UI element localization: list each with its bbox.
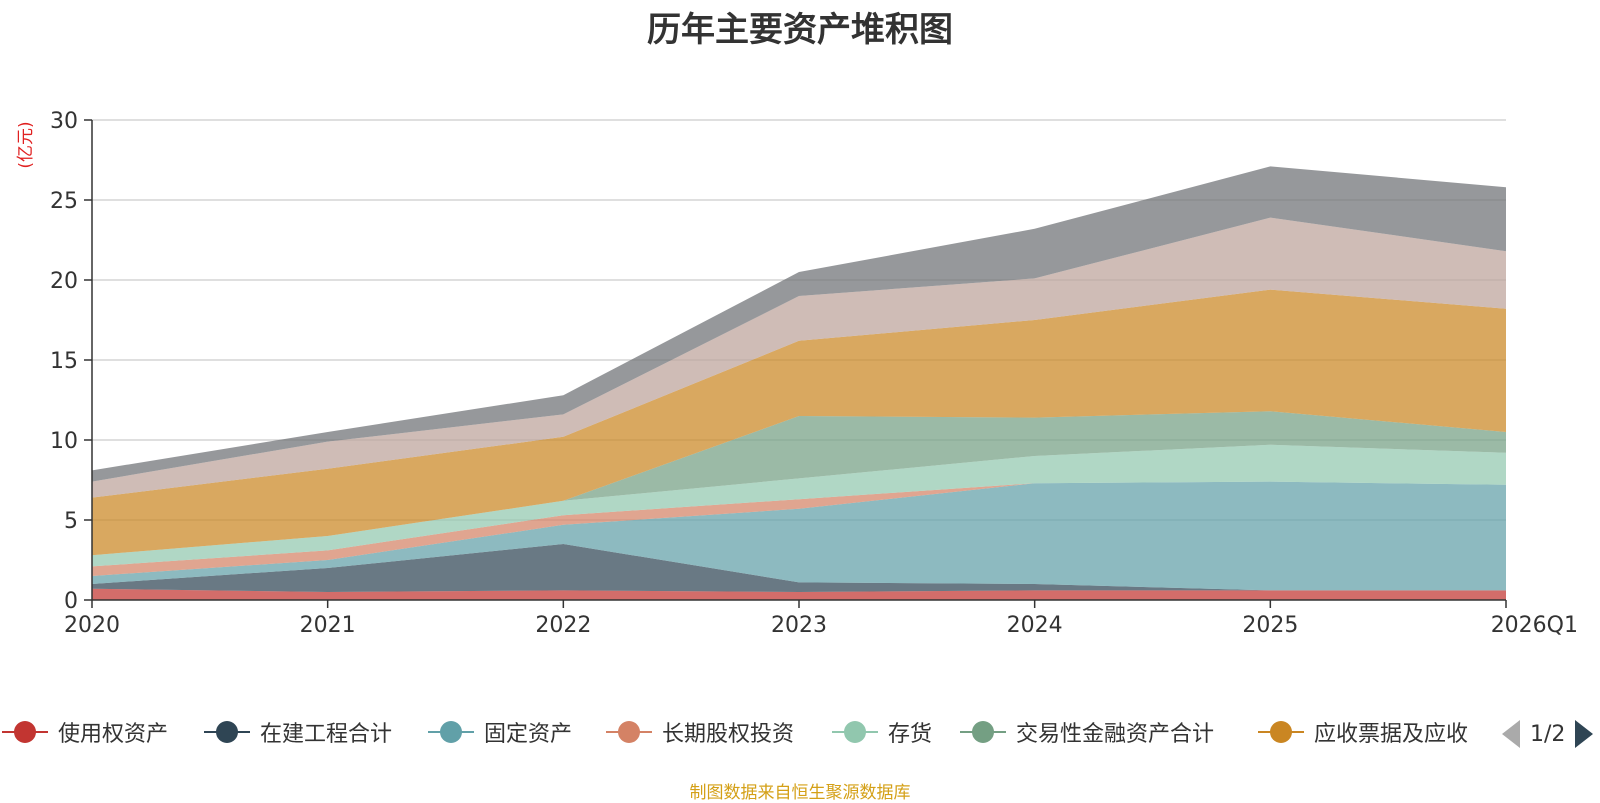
- x-tick-label: 2024: [1007, 613, 1063, 638]
- legend-label: 固定资产: [484, 722, 573, 747]
- legend-item[interactable]: 存货: [830, 712, 932, 752]
- legend-marker-icon: [606, 721, 652, 743]
- legend-item[interactable]: 应收票据及应收: [1256, 712, 1468, 752]
- legend-marker-icon: [428, 721, 474, 743]
- legend-prev-page-icon[interactable]: [1500, 718, 1522, 750]
- area-series[interactable]: [92, 217, 1506, 498]
- y-tick-label: 20: [50, 269, 78, 294]
- legend-label: 应收票据及应收: [1314, 722, 1469, 747]
- legend-item[interactable]: 交易性金融资产合计: [958, 712, 1214, 752]
- y-axis-unit-label: (亿元): [16, 121, 36, 168]
- legend-label: 存货: [888, 722, 933, 747]
- area-series[interactable]: [92, 588, 1506, 600]
- area-series[interactable]: [92, 289, 1506, 556]
- area-series[interactable]: [92, 444, 1506, 567]
- area-series[interactable]: [92, 481, 1506, 576]
- x-tick-label: 2025: [1242, 613, 1298, 638]
- legend-label: 在建工程合计: [260, 722, 393, 747]
- x-tick-label: 2022: [535, 613, 591, 638]
- legend-next-page-icon[interactable]: [1573, 718, 1595, 750]
- legend: 使用权资产 在建工程合计 固定资产 长期股权投资 存货 交易性金融资产合计 应收票据及应收: [0, 712, 1600, 752]
- legend-item[interactable]: 使用权资产: [0, 712, 168, 752]
- x-tick-label: 2023: [771, 613, 827, 638]
- legend-marker-icon: [1258, 721, 1304, 743]
- y-tick-label: 15: [50, 349, 78, 374]
- x-tick-label: 2026Q1: [1491, 613, 1578, 638]
- chart-title: 历年主要资产堆积图: [647, 10, 953, 50]
- legend-pager: 1/2: [1500, 716, 1595, 752]
- y-tick-label: 30: [50, 109, 78, 134]
- legend-marker-icon: [960, 721, 1006, 743]
- area-series[interactable]: [92, 166, 1506, 482]
- legend-label: 长期股权投资: [662, 722, 795, 747]
- y-tick-label: 10: [50, 429, 78, 454]
- legend-item[interactable]: 长期股权投资: [604, 712, 794, 752]
- area-series-layer: [92, 166, 1506, 600]
- y-tick-label: 25: [50, 189, 78, 214]
- legend-item[interactable]: 固定资产: [426, 712, 572, 752]
- x-tick-label: 2021: [300, 613, 356, 638]
- legend-marker-icon: [204, 721, 250, 743]
- source-note: 制图数据来自恒生聚源数据库: [689, 783, 911, 803]
- area-series[interactable]: [92, 411, 1506, 556]
- legend-label: 交易性金融资产合计: [1016, 722, 1215, 747]
- legend-label: 使用权资产: [58, 722, 169, 747]
- y-tick-label: 5: [64, 509, 78, 534]
- area-series[interactable]: [92, 544, 1506, 592]
- legend-marker-icon: [2, 721, 48, 743]
- legend-page-indicator: 1/2: [1530, 721, 1566, 747]
- area-series[interactable]: [92, 481, 1506, 591]
- legend-marker-icon: [832, 721, 878, 743]
- legend-item[interactable]: 在建工程合计: [202, 712, 392, 752]
- y-tick-label: 0: [64, 589, 78, 614]
- x-tick-label: 2020: [64, 613, 120, 638]
